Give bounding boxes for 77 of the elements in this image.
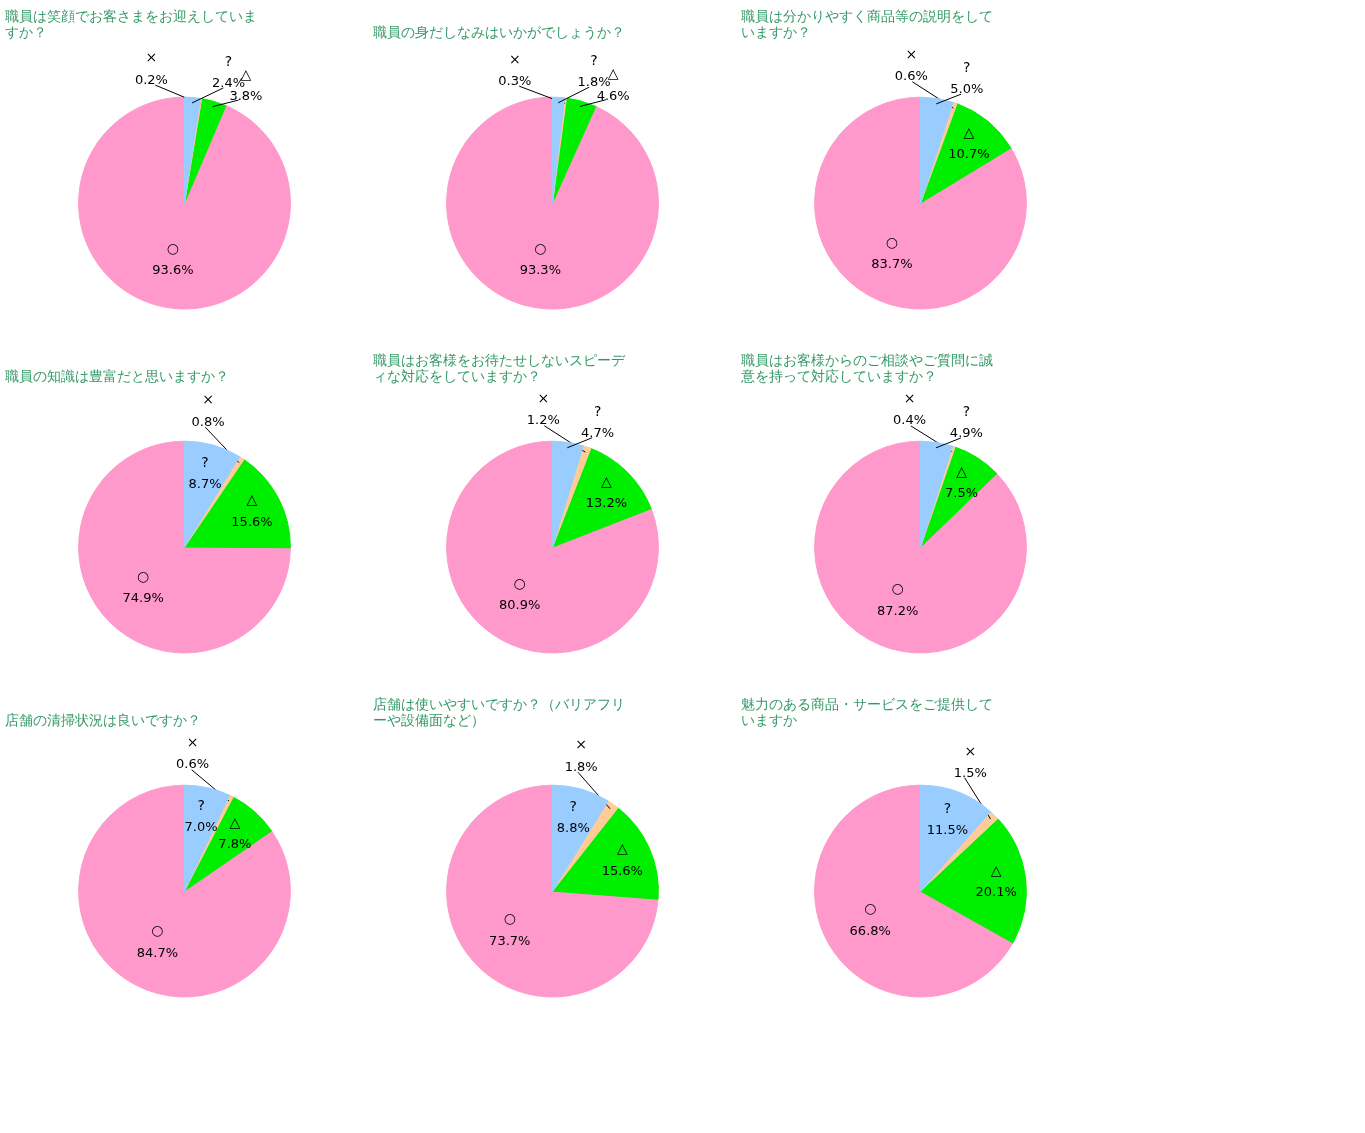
slice-label: ? <box>569 797 578 814</box>
slice-label: ? <box>224 52 233 69</box>
slice-label: ○ <box>166 239 179 256</box>
data-label: 0.2% <box>134 71 168 87</box>
slice-label: △ <box>229 813 241 830</box>
data-label: 4.6% <box>596 87 630 103</box>
data-label: 73.7% <box>489 932 531 948</box>
slice-label: × <box>186 733 199 750</box>
slice-label: × <box>202 391 214 408</box>
chart-title: 職員はお客様からのご相談やご質問に誠意を持って対応していますか？ <box>739 351 993 384</box>
chart-title: 店舗は使いやすいですか？（バリアフリーや設備面など） <box>372 695 625 728</box>
data-label: 87.2% <box>877 602 919 618</box>
data-label: 0.3% <box>498 73 532 89</box>
slice-label: × <box>145 49 158 66</box>
slice-label: ○ <box>503 910 516 927</box>
data-label: 1.2% <box>526 412 560 428</box>
data-label: 3.8% <box>229 88 263 104</box>
slice-label: ○ <box>885 233 899 250</box>
data-label: 5.0% <box>950 81 984 97</box>
slice-label: × <box>905 45 918 62</box>
slice-label: ○ <box>137 567 150 584</box>
slice-label: ○ <box>151 922 164 939</box>
data-label: 83.7% <box>871 255 913 271</box>
slice-label: ○ <box>864 900 877 917</box>
data-label: 74.9% <box>122 590 164 606</box>
slice-label: ○ <box>513 574 526 591</box>
data-label: 0.6% <box>894 68 928 84</box>
data-label: 20.1% <box>975 883 1017 899</box>
slice-label: ? <box>593 402 602 419</box>
slice-label: × <box>964 742 977 759</box>
slice-label: △ <box>246 491 258 508</box>
slice-label: ? <box>963 59 971 76</box>
slice-label: △ <box>990 861 1002 878</box>
data-label: 7.8% <box>218 836 252 852</box>
chart-title: 魅力のある商品・サービスをご提供していますか <box>740 695 993 728</box>
slice-label: △ <box>956 462 968 479</box>
data-label: 10.7% <box>948 146 990 162</box>
data-label: 15.6% <box>231 513 273 529</box>
chart-title: 店舗の清掃状況は良いですか？ <box>4 711 201 728</box>
slice-label: × <box>903 389 916 406</box>
data-label: 66.8% <box>849 922 891 938</box>
slice-label: × <box>537 389 550 406</box>
data-label: 7.5% <box>945 485 979 501</box>
slice-label: △ <box>601 473 613 490</box>
slice-label: × <box>575 736 588 753</box>
data-label: 7.0% <box>184 818 218 834</box>
data-label: 1.8% <box>564 758 598 774</box>
slice-label: ○ <box>891 580 904 597</box>
slice-label: △ <box>616 840 628 857</box>
data-label: 15.6% <box>601 862 643 878</box>
data-label: 93.6% <box>152 262 194 278</box>
slice-label: ? <box>590 51 598 68</box>
slice-label: × <box>508 50 521 67</box>
slice-label: ? <box>197 796 205 813</box>
data-label: 11.5% <box>926 821 969 837</box>
data-label: 13.2% <box>585 495 628 511</box>
data-label: 93.3% <box>519 262 561 278</box>
data-label: 4.7% <box>581 424 615 440</box>
slice-label: ? <box>943 799 952 816</box>
data-label: 4.9% <box>949 425 983 441</box>
chart-title: 職員の身だしなみはいかがでしょうか？ <box>372 23 625 40</box>
data-label: 84.7% <box>136 944 179 960</box>
chart-title: 職員はお客様をお待たせしないスピーディな対応をしていますか？ <box>372 351 626 384</box>
slice-label: ? <box>962 402 971 419</box>
chart-title: 職員は分かりやすく商品等の説明をしていますか？ <box>740 7 993 40</box>
data-label: 0.4% <box>893 412 927 428</box>
slice-label: ○ <box>534 239 547 256</box>
data-label: 8.7% <box>188 475 222 491</box>
data-label: 1.5% <box>953 765 987 781</box>
chart-title: 職員の知識は豊富だと思いますか？ <box>4 367 229 384</box>
data-label: 80.9% <box>498 597 541 613</box>
slice-label: △ <box>963 124 975 141</box>
data-label: 8.8% <box>556 819 590 835</box>
data-label: 0.8% <box>191 413 225 429</box>
chart-title: 職員は笑顔でお客さまをお迎えしていますか？ <box>4 7 257 40</box>
slice-label: ? <box>201 453 209 470</box>
data-label: 0.6% <box>176 755 210 771</box>
